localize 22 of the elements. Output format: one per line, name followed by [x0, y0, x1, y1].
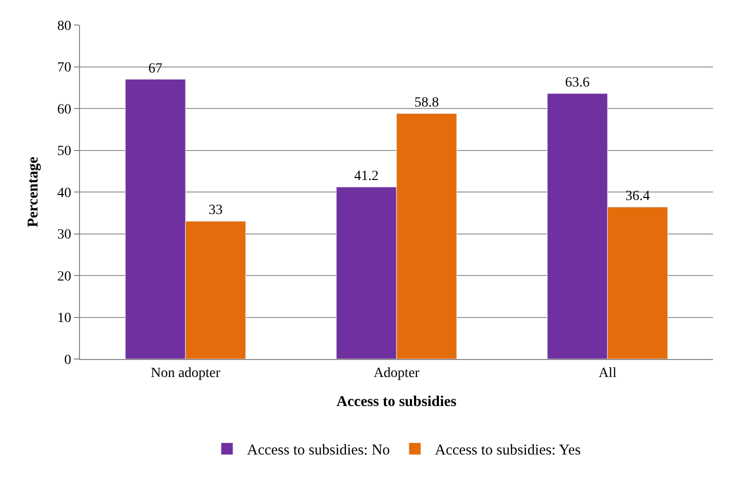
data-label: 63.6 [565, 75, 590, 90]
y-axis-title: Percentage [25, 156, 42, 228]
y-tick-label: 50 [57, 144, 72, 160]
data-label: 33 [208, 203, 223, 218]
y-tick-label: 80 [57, 18, 72, 34]
data-label: 67 [148, 61, 162, 76]
x-tick-label: Adopter [374, 366, 420, 381]
y-tick-label: 0 [64, 352, 72, 368]
data-label: 58.8 [414, 96, 439, 111]
y-tick-label: 10 [57, 311, 72, 326]
y-tick-label: 30 [57, 228, 72, 243]
y-tick-label: 60 [57, 102, 72, 118]
legend-label: Access to subsidies: No [247, 442, 390, 459]
x-axis-title: Access to subsidies [336, 394, 457, 410]
data-label: 41.2 [354, 168, 379, 184]
x-tick-label: Non adopter [150, 366, 221, 381]
data-label: 36.4 [625, 189, 650, 204]
legend-label: Access to subsidies: Yes [434, 442, 581, 459]
y-tick-label: 70 [57, 60, 72, 76]
x-tick-label: All [598, 366, 617, 381]
y-tick-label: 40 [57, 186, 72, 201]
y-tick-label: 20 [57, 269, 72, 284]
